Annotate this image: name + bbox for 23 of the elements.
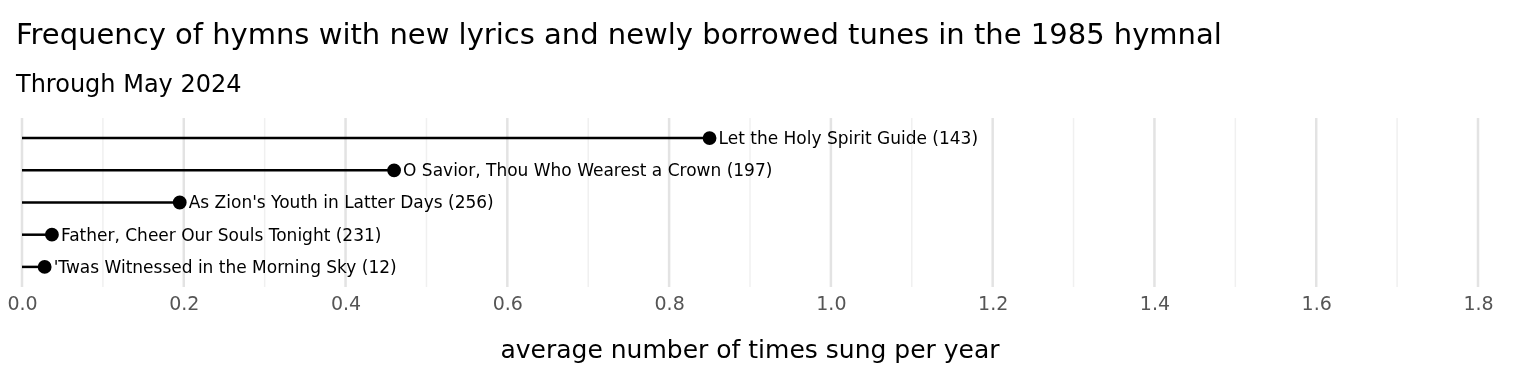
y-tick-label: As Zion's Youth in Latter Days (256) [188,192,494,213]
point [702,131,717,145]
x-tick-label: 0.4 [330,292,362,315]
point [387,163,401,178]
point [45,227,59,242]
y-tick-label: O Savior, Thou Who Wearest a Crown (197) [403,160,773,181]
x-tick-label: 0.8 [654,292,685,315]
x-axis-title: average number of times sung per year [500,335,1001,364]
x-tick-label: 0.6 [492,292,523,315]
y-tick-label: Father, Cheer Our Souls Tonight (231) [60,224,382,245]
point [37,260,52,274]
x-tick-label: 1.4 [1139,292,1171,315]
x-tick-label: 1.8 [1463,292,1494,315]
y-tick-label: Let the Holy Spirit Guide (143) [718,128,979,149]
y-tick-label: 'Twas Witnessed in the Morning Sky (12) [53,256,397,277]
point [172,195,187,210]
chart-title: Frequency of hymns with new lyrics and newly borrowed tunes in the 1985 hymnal [16,17,1222,51]
x-tick-label: 1.6 [1301,292,1332,315]
x-tick-label: 1.2 [978,292,1009,315]
x-tick-label: 0.0 [7,292,38,315]
x-tick-label: 1.0 [816,292,847,315]
x-tick-label: 0.2 [169,292,200,315]
chart-subtitle: Through May 2024 [15,70,242,98]
